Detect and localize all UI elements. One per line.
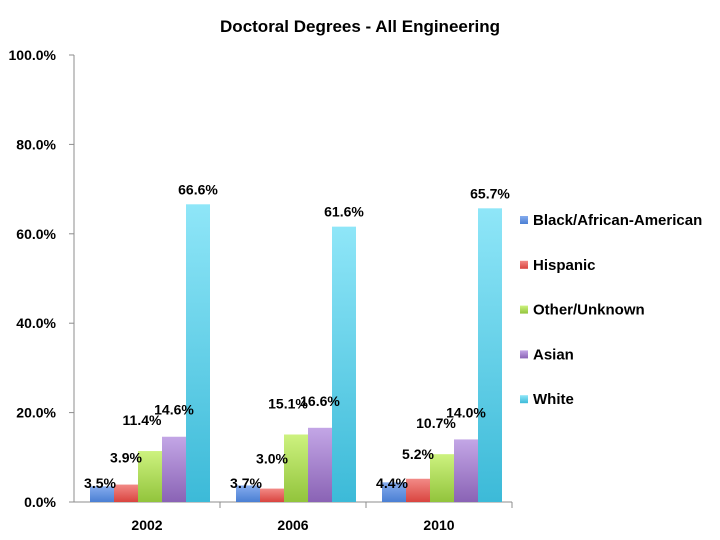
x-tick-label-2002: 2002 — [131, 517, 162, 533]
bars — [90, 204, 502, 503]
data-label-asian-2006: 16.6% — [300, 393, 340, 409]
y-tick-label: 100.0% — [9, 47, 57, 63]
x-tick-label-2010: 2010 — [423, 517, 454, 533]
data-label-hispanic-2002: 3.9% — [110, 450, 142, 466]
data-label-other-unknown-2010: 10.7% — [416, 415, 456, 431]
y-tick-label: 20.0% — [16, 405, 56, 421]
bar-white-2006 — [332, 226, 356, 502]
legend-swatch-white — [520, 395, 528, 404]
bar-other-unknown-2010 — [430, 454, 454, 502]
bar-other-unknown-2002 — [138, 451, 162, 502]
bar-black-african-american-2006 — [236, 485, 260, 502]
bar-white-2002 — [186, 204, 210, 502]
bar-black-african-american-2010 — [382, 482, 406, 502]
data-label-asian-2010: 14.0% — [446, 404, 486, 420]
legend: Black/African-American Hispanic Other/Unkn… — [520, 212, 702, 408]
bar-hispanic-2002 — [114, 484, 138, 502]
data-label-hispanic-2006: 3.0% — [256, 451, 288, 467]
legend-label-asian: Asian — [533, 346, 574, 363]
legend-swatch-other-unknown — [520, 305, 528, 314]
data-label-black-african-american-2002: 3.5% — [84, 475, 116, 491]
y-axis-ticks: 0.0% 20.0% 40.0% 60.0% 80.0% 100.0% — [9, 47, 74, 510]
data-labels: 3.5% 3.9% 11.4%14.6% 66.6% 3.7% 3.0% 15.1%16.6… — [84, 181, 510, 491]
legend-label-other-unknown: Other/Unknown — [533, 302, 645, 319]
legend-swatch-asian — [520, 350, 528, 359]
legend-swatch-hispanic — [520, 260, 528, 269]
y-tick-label: 0.0% — [24, 494, 56, 510]
data-label-black-african-american-2006: 3.7% — [230, 475, 262, 491]
chart-title: Doctoral Degrees - All Engineering — [220, 17, 500, 36]
legend-label-black-african-american: Black/African-American — [533, 212, 702, 229]
y-tick-label: 80.0% — [16, 136, 56, 152]
bar-hispanic-2010 — [406, 478, 430, 502]
data-label-other-unknown-2002: 11.4% — [123, 412, 162, 428]
y-tick-label: 40.0% — [16, 315, 56, 331]
bar-black-african-american-2002 — [90, 486, 114, 502]
bar-asian-2010 — [454, 439, 478, 502]
data-label-hispanic-2010: 5.2% — [402, 446, 434, 462]
data-label-white-2010: 65.7% — [470, 185, 510, 201]
bar-asian-2006 — [308, 427, 332, 502]
data-label-black-african-american-2010: 4.4% — [376, 475, 408, 491]
data-label-asian-2002: 14.6% — [154, 402, 194, 418]
x-tick-label-2006: 2006 — [277, 517, 308, 533]
y-tick-label: 60.0% — [16, 226, 56, 242]
x-axis-ticks: 2002 2006 2010 — [131, 502, 513, 533]
bar-white-2010 — [478, 208, 502, 503]
data-label-white-2006: 61.6% — [324, 204, 364, 220]
data-label-white-2002: 66.6% — [178, 181, 218, 197]
legend-label-white: White — [533, 391, 574, 408]
bar-asian-2002 — [162, 436, 186, 502]
legend-label-hispanic: Hispanic — [533, 257, 596, 274]
data-label-other-unknown-2006: 15.1% — [268, 396, 308, 412]
legend-swatch-black-african-american — [520, 216, 528, 224]
bar-hispanic-2006 — [260, 488, 284, 502]
bar-other-unknown-2006 — [284, 434, 308, 502]
